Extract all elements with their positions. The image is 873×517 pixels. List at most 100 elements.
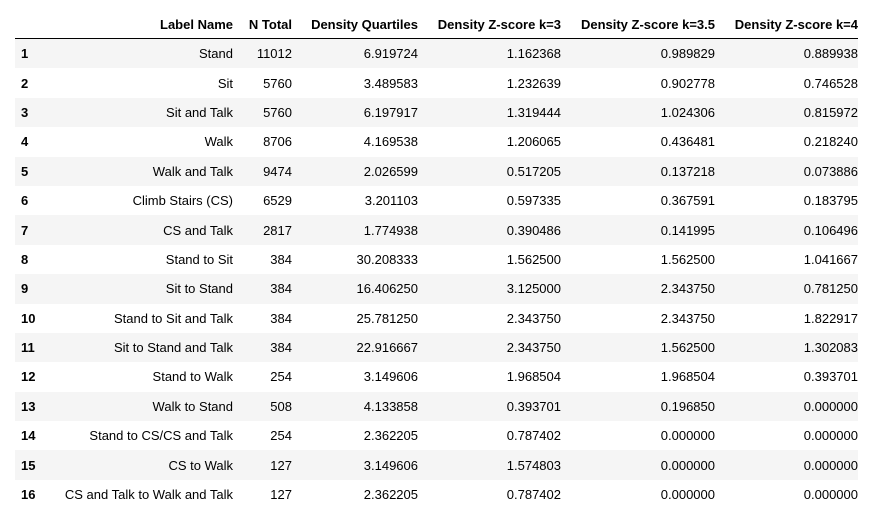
density-zscore-k4-cell: 0.106496 bbox=[803, 222, 858, 238]
density-zscore-k4-cell: 0.746528 bbox=[803, 75, 858, 91]
table-row: 4 Walk 8706 4.169538 1.206065 0.436481 0.21824… bbox=[15, 127, 858, 156]
n-total-cell: 5760 bbox=[263, 104, 292, 120]
density-zscore-k3-5-cell: 0.436481 bbox=[660, 134, 715, 150]
label-name-cell: Walk bbox=[204, 134, 233, 150]
density-quartiles-cell: 2.362205 bbox=[363, 487, 418, 503]
n-total-cell: 254 bbox=[270, 428, 292, 444]
density-zscore-k3-cell: 1.574803 bbox=[506, 457, 561, 473]
n-total-cell: 384 bbox=[270, 310, 292, 326]
density-zscore-k3-cell: 1.206065 bbox=[506, 134, 561, 150]
density-quartiles-cell: 6.919724 bbox=[363, 46, 418, 62]
n-total-cell: 254 bbox=[270, 369, 292, 385]
density-zscore-k3-cell: 2.343750 bbox=[506, 310, 561, 326]
density-zscore-k3-cell: 2.343750 bbox=[506, 340, 561, 356]
density-zscore-k4-cell: 0.889938 bbox=[803, 46, 858, 62]
density-zscore-k3-header: Density Z-score k=3 bbox=[418, 10, 561, 39]
density-zscore-k4-cell: 1.041667 bbox=[803, 251, 858, 267]
density-zscore-k3-cell: 1.319444 bbox=[506, 104, 561, 120]
density-zscore-k4-cell: 0.000000 bbox=[803, 457, 858, 473]
table-row: 15 CS to Walk 127 3.149606 1.574803 0.000000 0… bbox=[15, 450, 858, 480]
density-zscore-k4-cell: 0.781250 bbox=[803, 281, 858, 297]
density-zscore-k3-5-cell: 1.562500 bbox=[660, 340, 715, 356]
table-row: 5 Walk and Talk 9474 2.026599 0.517205 0.1372… bbox=[15, 156, 858, 186]
label-name-cell: CS to Walk bbox=[168, 457, 233, 473]
density-zscore-k3-cell: 0.393701 bbox=[506, 398, 561, 414]
table-row: 3 Sit and Talk 5760 6.197917 1.319444 1.02430… bbox=[15, 97, 858, 128]
table-row: 9 Sit to Stand 384 16.406250 3.125000 2.34375… bbox=[15, 274, 858, 304]
header-row: Label Name N Total Density Quartiles Densit… bbox=[15, 10, 858, 39]
label-name-header: Label Name bbox=[55, 10, 233, 39]
table-body: 1 Stand 11012 6.919724 1.162368 0.989829 0.889… bbox=[15, 38, 858, 510]
label-name-cell: Stand to Sit and Talk bbox=[113, 310, 233, 326]
density-zscore-k3-cell: 0.597335 bbox=[506, 193, 561, 209]
label-name-cell: Stand to Walk bbox=[152, 369, 233, 385]
density-quartiles-cell: 3.201103 bbox=[364, 193, 418, 209]
density-zscore-k4-cell: 0.815972 bbox=[803, 104, 858, 120]
density-zscore-k3-cell: 3.125000 bbox=[506, 281, 561, 297]
n-total-cell: 384 bbox=[270, 281, 292, 297]
row-index: 13 bbox=[21, 398, 36, 414]
row-index: 5 bbox=[21, 163, 29, 179]
row-index: 16 bbox=[21, 487, 36, 503]
n-total-cell: 384 bbox=[270, 251, 292, 267]
density-zscore-k4-cell: 0.000000 bbox=[803, 487, 858, 503]
density-zscore-k3-5-cell: 0.196850 bbox=[660, 398, 715, 414]
n-total-cell: 384 bbox=[270, 340, 292, 356]
table-row: 13 Walk to Stand 508 4.133858 0.393701 0.1968… bbox=[15, 391, 858, 422]
row-index: 10 bbox=[21, 310, 36, 326]
density-zscore-k4-cell: 0.073886 bbox=[803, 163, 858, 179]
density-quartiles-cell: 2.026599 bbox=[363, 163, 418, 179]
label-name-cell: Stand bbox=[199, 46, 233, 62]
row-index: 3 bbox=[21, 104, 29, 120]
density-zscore-k4-cell: 0.393701 bbox=[803, 369, 858, 385]
density-zscore-k3-5-cell: 1.024306 bbox=[660, 104, 715, 120]
density-zscore-k3-cell: 1.968504 bbox=[506, 369, 561, 385]
density-zscore-k3-5-cell: 0.137218 bbox=[660, 163, 715, 179]
density-zscore-k3-cell: 0.517205 bbox=[506, 163, 561, 179]
row-index: 12 bbox=[21, 369, 36, 385]
density-zscore-k3-cell: 0.390486 bbox=[506, 222, 561, 238]
density-zscore-k4-cell: 1.302083 bbox=[803, 340, 858, 356]
density-quartiles-cell: 1.774938 bbox=[363, 222, 418, 238]
table-row: 12 Stand to Walk 254 3.149606 1.968504 1.9685… bbox=[15, 362, 858, 391]
density-zscore-k3-cell: 1.232639 bbox=[506, 75, 561, 91]
density-zscore-k3-5-cell: 0.141995 bbox=[660, 222, 715, 238]
density-zscore-k3-5-cell: 0.902778 bbox=[660, 75, 715, 91]
density-zscore-k3-cell: 0.787402 bbox=[506, 487, 561, 503]
row-index: 11 bbox=[21, 340, 35, 356]
density-quartiles-cell: 22.916667 bbox=[356, 340, 418, 356]
density-zscore-k3-5-cell: 0.000000 bbox=[660, 487, 715, 503]
density-zscore-k3-cell: 1.162368 bbox=[506, 46, 561, 62]
table-row: 2 Sit 5760 3.489583 1.232639 0.902778 0.746528 bbox=[15, 68, 858, 97]
label-name-cell: Stand to CS/CS and Talk bbox=[89, 428, 233, 444]
n-total-cell: 508 bbox=[270, 398, 292, 414]
density-zscore-k3-5-cell: 0.367591 bbox=[660, 193, 715, 209]
table-row: 1 Stand 11012 6.919724 1.162368 0.989829 0.889… bbox=[15, 38, 858, 69]
density-zscore-k3-5-cell: 0.000000 bbox=[660, 457, 715, 473]
label-name-cell: Sit to Stand and Talk bbox=[113, 340, 233, 356]
row-index: 9 bbox=[21, 281, 29, 297]
density-quartiles-cell: 2.362205 bbox=[363, 428, 418, 444]
density-quartiles-cell: 16.406250 bbox=[356, 281, 418, 297]
density-quartiles-cell: 3.149606 bbox=[363, 369, 418, 385]
dataframe-table: Label Name N Total Density Quartiles Densit… bbox=[15, 10, 858, 509]
density-quartiles-cell: 3.149606 bbox=[363, 457, 418, 473]
table-row: 11 Sit to Stand and Talk 384 22.916667 2.343… bbox=[15, 332, 858, 363]
density-zscore-k3-5-header: Density Z-score k=3.5 bbox=[561, 10, 715, 39]
row-index: 1 bbox=[21, 46, 29, 62]
n-total-cell: 9474 bbox=[263, 163, 292, 179]
label-name-cell: Walk and Talk bbox=[152, 163, 233, 179]
n-total-cell: 6529 bbox=[263, 193, 292, 209]
n-total-cell: 127 bbox=[270, 487, 292, 503]
row-index: 8 bbox=[21, 251, 29, 267]
label-name-cell: Sit bbox=[217, 75, 233, 91]
label-name-cell: Walk to Stand bbox=[152, 398, 233, 414]
table-header: Label Name N Total Density Quartiles Densit… bbox=[15, 10, 858, 39]
label-name-cell: Sit and Talk bbox=[166, 104, 233, 120]
density-quartiles-header: Density Quartiles bbox=[292, 10, 418, 39]
density-zscore-k4-cell: 0.000000 bbox=[803, 398, 858, 414]
label-name-cell: CS and Talk bbox=[163, 222, 233, 238]
density-quartiles-cell: 6.197917 bbox=[363, 104, 418, 120]
density-zscore-k3-cell: 1.562500 bbox=[506, 251, 561, 267]
row-index: 2 bbox=[21, 75, 29, 91]
